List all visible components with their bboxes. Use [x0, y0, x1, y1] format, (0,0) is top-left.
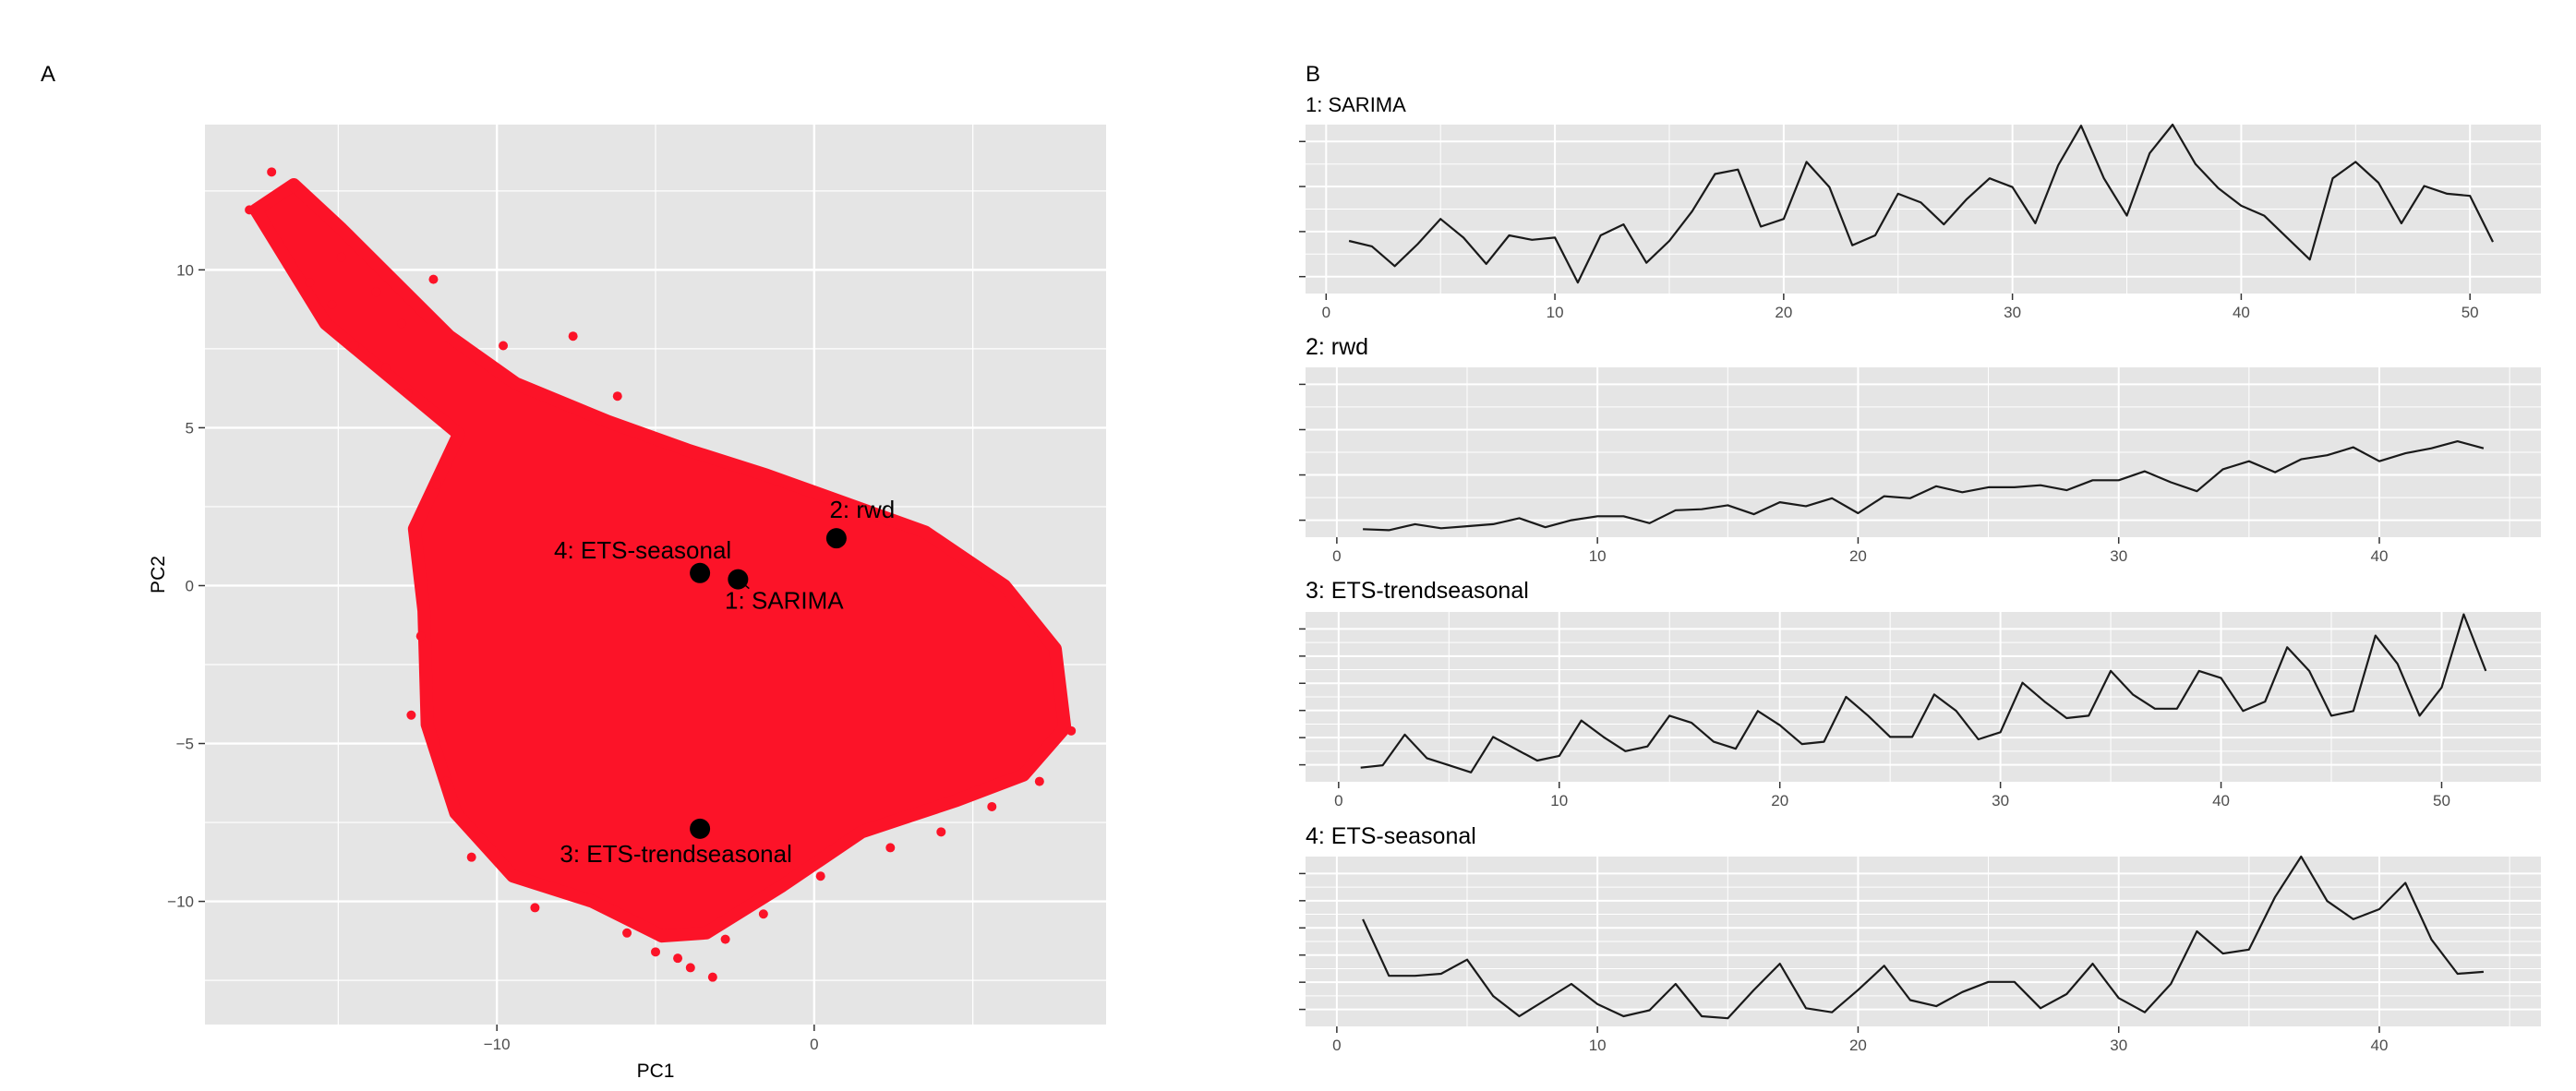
series-panel-title: 1: SARIMA [1306, 93, 1406, 116]
scatter-y-tick-label: −5 [176, 736, 194, 753]
pca-outlier-point [371, 287, 381, 297]
series-x-tick-label: 40 [2371, 547, 2389, 565]
highlight-point-label: 2: rwd [829, 496, 895, 523]
series-panel-2: 2: rwd 0 10 20 30 40 [1299, 334, 2541, 565]
panel-b-letter: B [1306, 62, 1320, 87]
series-x-tick-label: 50 [2433, 792, 2450, 809]
highlight-point [825, 528, 847, 549]
pca-outlier-point [327, 300, 337, 309]
pca-outlier-point [685, 963, 695, 973]
series-x-tick-label: 10 [1550, 792, 1568, 809]
series-panel-title: 2: rwd [1306, 334, 1368, 360]
pca-outlier-point [707, 972, 717, 982]
highlight-point-label: 1: SARIMA [725, 587, 844, 615]
series-x-tick-label: 30 [2004, 304, 2021, 321]
scatter-y-tick-label: −10 [167, 893, 194, 911]
series-x-tick-label: 20 [1775, 304, 1792, 321]
pca-outlier-point [466, 852, 476, 862]
pca-outlier-point [441, 776, 451, 786]
pca-outlier-point [568, 331, 578, 342]
pca-outlier-point [403, 388, 413, 398]
pca-outlier-point [1034, 776, 1044, 786]
series-panel-title: 3: ETS-trendseasonal [1306, 578, 1529, 604]
pca-outlier-point [622, 928, 632, 938]
highlight-point [728, 569, 749, 590]
series-x-tick-label: 0 [1332, 547, 1341, 565]
pca-outlier-point [612, 391, 622, 402]
series-x-tick-label: 30 [2110, 1037, 2127, 1054]
highlight-point [690, 818, 711, 839]
series-x-tick-label: 20 [1849, 1037, 1867, 1054]
series-x-tick-label: 30 [1992, 792, 2009, 809]
highlight-point-label: 3: ETS-trendseasonal [560, 840, 791, 868]
series-x-tick-label: 40 [2212, 792, 2230, 809]
pca-outlier-point [406, 710, 416, 720]
series-x-tick-label: 0 [1332, 1037, 1341, 1054]
pca-outlier-point [289, 183, 299, 193]
pca-outlier-point [305, 278, 315, 288]
series-line [1360, 613, 2487, 773]
series-x-tick-label: 40 [2371, 1037, 2389, 1054]
scatter-y-tick-label: 10 [176, 261, 194, 279]
pca-outlier-point [1066, 725, 1077, 736]
scatter-y-tick-label: 5 [186, 419, 194, 437]
pca-outlier-point [397, 318, 407, 329]
pca-outlier-point [245, 205, 255, 215]
pca-outlier-point [936, 827, 946, 837]
series-x-tick-label: 0 [1334, 792, 1342, 809]
pca-outlier-point [349, 341, 359, 351]
highlight-point-label: 4: ETS-seasonal [554, 536, 731, 564]
pca-outlier-point [885, 843, 896, 853]
series-x-tick-label: 0 [1322, 304, 1330, 321]
pca-outlier-point [815, 871, 825, 881]
pca-outlier-points [245, 167, 1077, 982]
pca-outlier-point [673, 953, 683, 964]
scatter-y-tick-label: 0 [186, 577, 194, 594]
pca-point-cloud [249, 178, 1072, 943]
scatter-x-axis-title: PC1 [637, 1061, 675, 1082]
pca-outlier-point [267, 167, 277, 177]
scatter-x-tick-label: −10 [484, 1036, 511, 1053]
series-x-tick-label: 20 [1849, 547, 1867, 565]
pca-outlier-point [987, 801, 997, 811]
pca-outlier-point [530, 903, 540, 913]
pca-outlier-point [428, 274, 439, 284]
pca-outlier-point [758, 909, 768, 919]
pca-outlier-point [336, 252, 346, 262]
highlight-point [690, 562, 711, 583]
pca-outlier-point [720, 934, 730, 944]
series-panel-1: 1: SARIMA 0 10 20 30 40 50 [1299, 93, 2541, 321]
series-x-tick-label: 30 [2110, 547, 2127, 565]
pca-outlier-point [499, 341, 509, 351]
pca-outlier-point [380, 363, 391, 373]
series-x-tick-label: 10 [1589, 547, 1607, 565]
scatter-x-tick-label: 0 [810, 1036, 818, 1053]
series-x-tick-label: 40 [2233, 304, 2250, 321]
pca-outlier-point [431, 480, 441, 489]
pca-scatter-panel: −10 0 10 5 0 −5 −10 PC1 PC2 1: SARIMA 2: rwd 3: ETS… [148, 125, 1106, 1082]
series-x-tick-label: 10 [1547, 304, 1564, 321]
scatter-y-axis-title: PC2 [148, 556, 169, 593]
pca-outlier-point [651, 947, 660, 957]
pca-outlier-point [415, 631, 426, 641]
series-panel-title: 4: ETS-seasonal [1306, 823, 1476, 849]
panel-a-letter: A [41, 62, 55, 87]
series-x-tick-label: 50 [2462, 304, 2479, 321]
series-panel-4: 4: ETS-seasonal 0 10 20 30 40 [1299, 823, 2541, 1054]
series-line [1348, 123, 2494, 284]
series-line [1363, 440, 2485, 532]
series-line [1362, 855, 2484, 1020]
series-x-tick-label: 10 [1589, 1037, 1607, 1054]
series-panel-3: 3: ETS-trendseasonal 0 10 20 30 40 50 [1299, 578, 2541, 809]
series-x-tick-label: 20 [1771, 792, 1788, 809]
